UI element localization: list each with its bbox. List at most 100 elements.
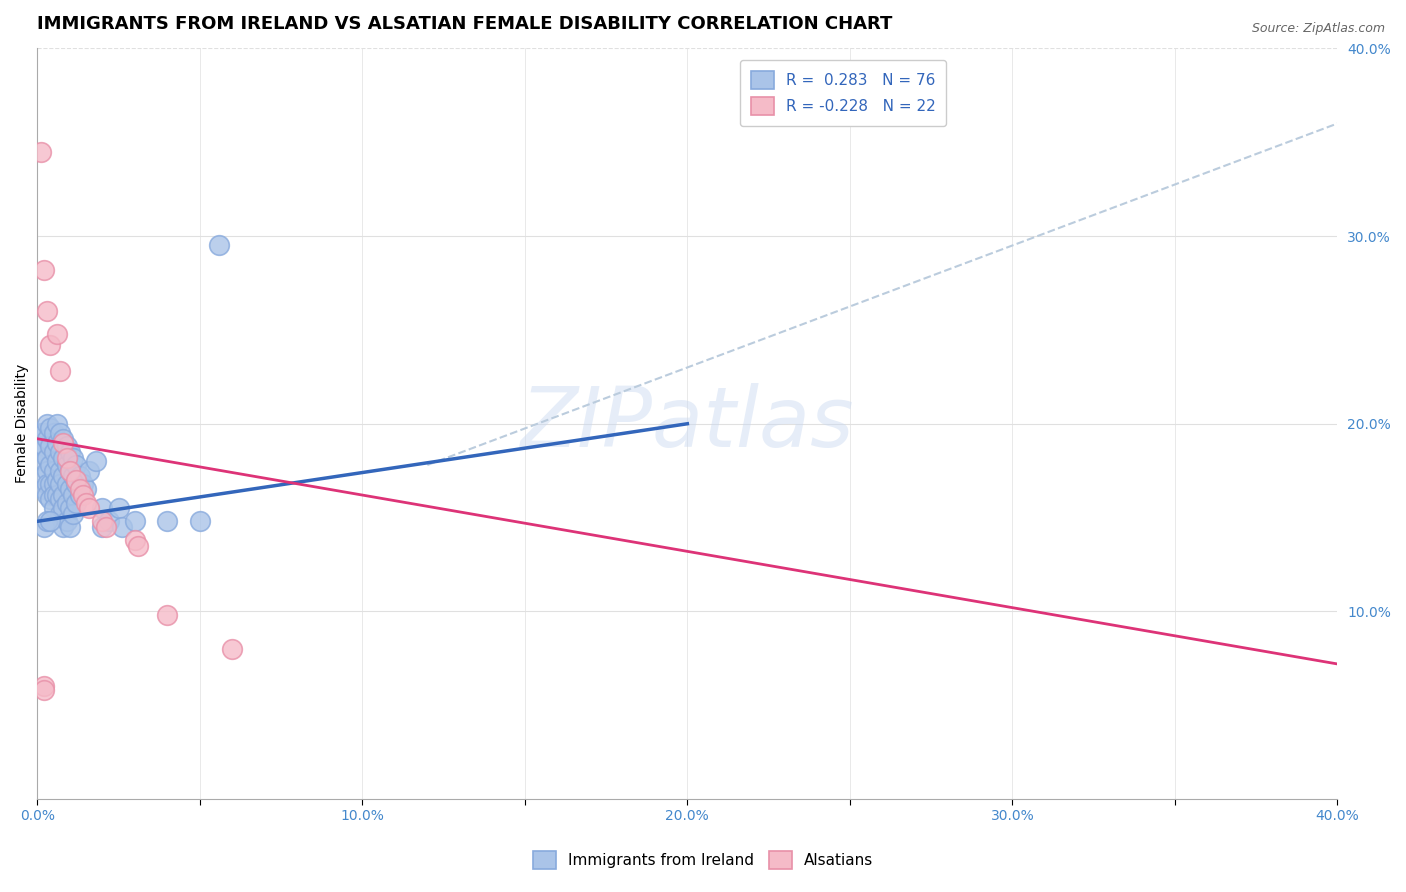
Point — [124, 514, 146, 528]
Point — [52, 520, 75, 534]
Point — [49, 464, 72, 478]
Point — [91, 520, 114, 534]
Point — [52, 450, 75, 465]
Point — [79, 464, 101, 478]
Point — [111, 520, 134, 534]
Text: ZIPatlas: ZIPatlas — [520, 384, 855, 464]
Point — [65, 473, 87, 487]
Point — [59, 501, 82, 516]
Point — [52, 501, 75, 516]
Point — [35, 450, 58, 465]
Point — [32, 683, 55, 698]
Point — [75, 495, 97, 509]
Point — [156, 514, 179, 528]
Point — [39, 439, 62, 453]
Point — [127, 539, 149, 553]
Point — [52, 435, 75, 450]
Point — [84, 454, 107, 468]
Point — [32, 454, 55, 468]
Point — [55, 476, 77, 491]
Point — [59, 464, 82, 478]
Point — [42, 488, 65, 502]
Point — [49, 426, 72, 441]
Point — [45, 417, 67, 431]
Point — [72, 488, 94, 502]
Point — [42, 426, 65, 441]
Point — [55, 439, 77, 453]
Point — [35, 488, 58, 502]
Point — [65, 476, 87, 491]
Point — [156, 608, 179, 623]
Point — [59, 520, 82, 534]
Point — [32, 483, 55, 497]
Point — [97, 514, 120, 528]
Point — [45, 488, 67, 502]
Point — [65, 458, 87, 472]
Point — [42, 476, 65, 491]
Legend: R =  0.283   N = 76, R = -0.228   N = 22: R = 0.283 N = 76, R = -0.228 N = 22 — [740, 60, 946, 126]
Point — [32, 469, 55, 483]
Point — [94, 520, 117, 534]
Point — [75, 483, 97, 497]
Point — [39, 491, 62, 506]
Y-axis label: Female Disability: Female Disability — [15, 364, 30, 483]
Point — [32, 680, 55, 694]
Text: Source: ZipAtlas.com: Source: ZipAtlas.com — [1251, 22, 1385, 36]
Point — [35, 432, 58, 446]
Point — [30, 426, 52, 441]
Point — [55, 495, 77, 509]
Point — [188, 514, 211, 528]
Point — [49, 507, 72, 521]
Point — [52, 469, 75, 483]
Point — [49, 445, 72, 459]
Point — [72, 476, 94, 491]
Point — [30, 445, 52, 459]
Point — [35, 476, 58, 491]
Point — [42, 445, 65, 459]
Point — [79, 501, 101, 516]
Point — [45, 326, 67, 341]
Point — [62, 507, 84, 521]
Point — [91, 514, 114, 528]
Point — [55, 514, 77, 528]
Point — [69, 488, 91, 502]
Point — [35, 417, 58, 431]
Point — [45, 473, 67, 487]
Point — [59, 464, 82, 478]
Point — [62, 469, 84, 483]
Point — [124, 533, 146, 547]
Point — [55, 458, 77, 472]
Point — [59, 445, 82, 459]
Point — [49, 364, 72, 378]
Point — [49, 476, 72, 491]
Point — [52, 432, 75, 446]
Point — [39, 420, 62, 434]
Point — [42, 464, 65, 478]
Point — [69, 469, 91, 483]
Point — [45, 454, 67, 468]
Point — [39, 514, 62, 528]
Point — [32, 520, 55, 534]
Point — [39, 338, 62, 352]
Text: IMMIGRANTS FROM IRELAND VS ALSATIAN FEMALE DISABILITY CORRELATION CHART: IMMIGRANTS FROM IRELAND VS ALSATIAN FEMA… — [38, 15, 893, 33]
Point — [35, 514, 58, 528]
Point — [221, 642, 243, 657]
Point — [208, 238, 231, 252]
Point — [62, 488, 84, 502]
Point — [39, 458, 62, 472]
Point — [49, 491, 72, 506]
Point — [35, 304, 58, 318]
Point — [55, 450, 77, 465]
Point — [32, 263, 55, 277]
Point — [65, 495, 87, 509]
Point — [35, 464, 58, 478]
Point — [52, 488, 75, 502]
Point — [32, 439, 55, 453]
Point — [62, 450, 84, 465]
Point — [42, 501, 65, 516]
Point — [91, 501, 114, 516]
Point — [69, 483, 91, 497]
Point — [45, 435, 67, 450]
Point — [32, 426, 55, 441]
Legend: Immigrants from Ireland, Alsatians: Immigrants from Ireland, Alsatians — [526, 845, 880, 875]
